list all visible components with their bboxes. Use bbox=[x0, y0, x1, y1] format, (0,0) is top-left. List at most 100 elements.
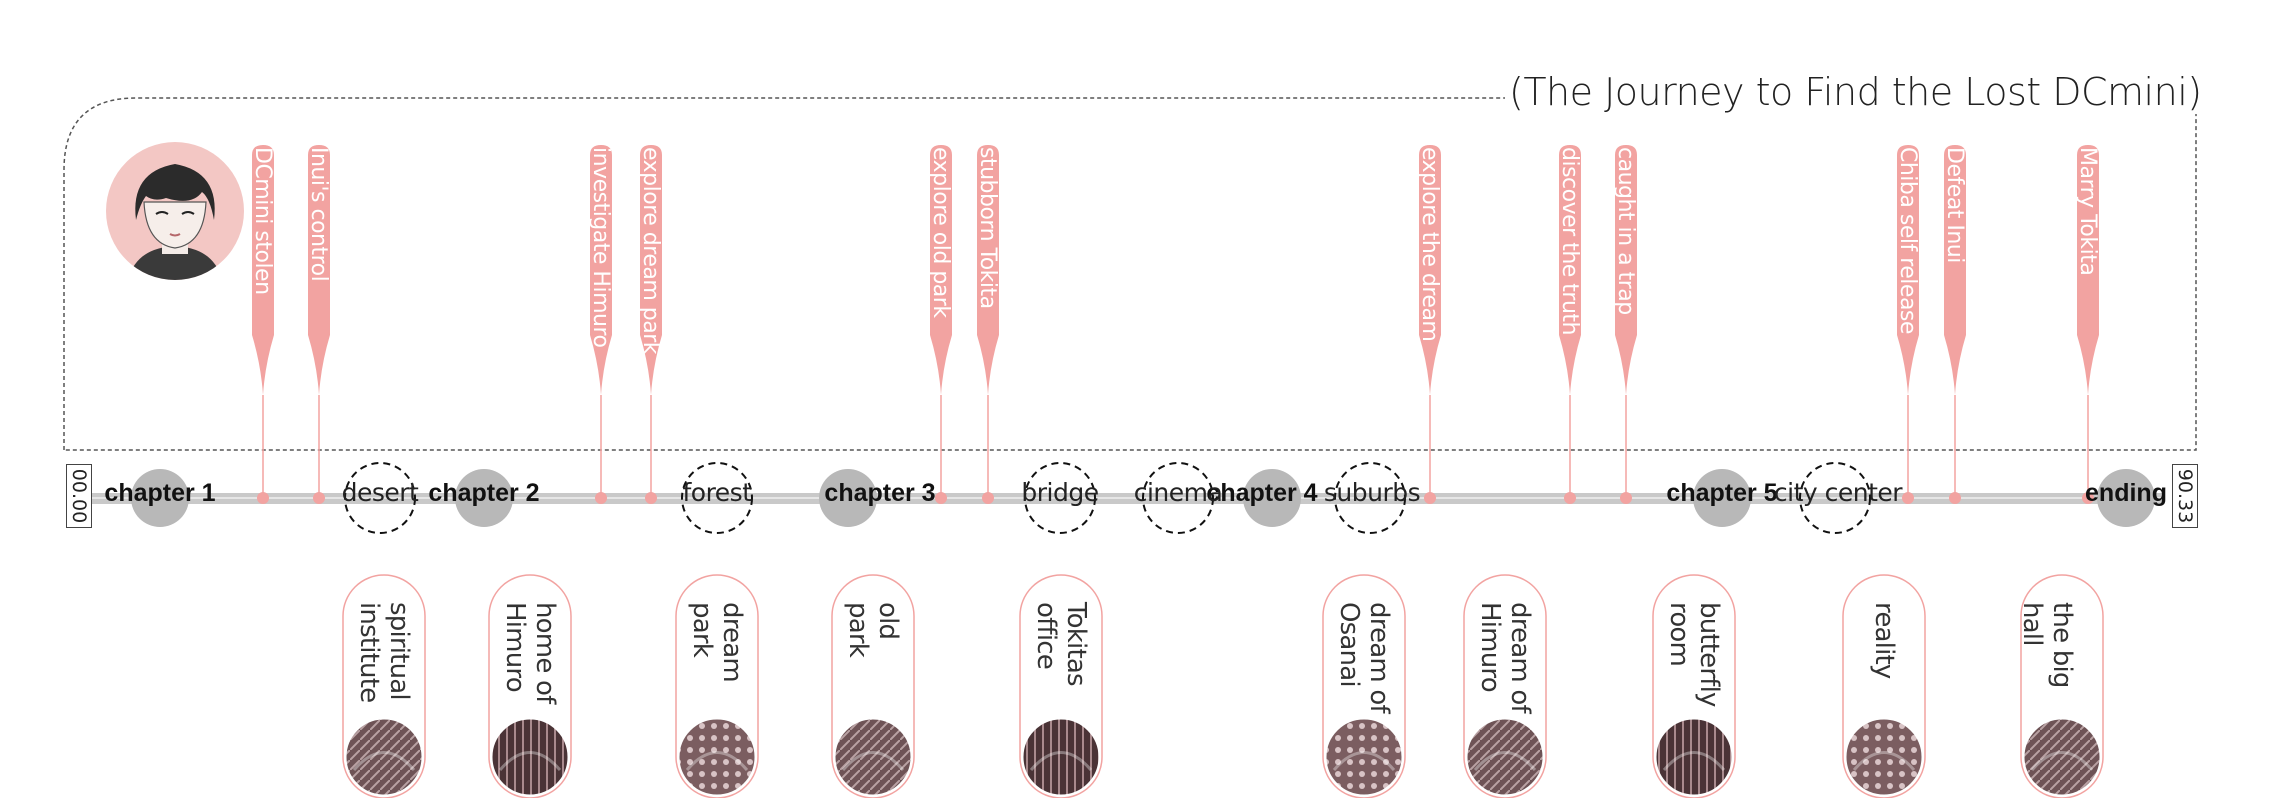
event-pin bbox=[640, 145, 662, 395]
event-label: investigate Himuro bbox=[588, 147, 613, 348]
event-dot bbox=[1949, 492, 1961, 504]
event-label: Defeat Inui bbox=[1942, 147, 1967, 263]
location-marker bbox=[344, 462, 416, 534]
chapter-marker bbox=[1693, 469, 1751, 527]
place-label-line: institute bbox=[354, 602, 384, 703]
story-frame bbox=[63, 97, 2197, 451]
event-label: Chiba self release bbox=[1895, 147, 1920, 334]
event-pin bbox=[2077, 145, 2099, 395]
place-label: spiritual institute bbox=[354, 602, 414, 722]
place-label-line: spiritual bbox=[384, 602, 414, 700]
event-label: explore old park bbox=[928, 147, 953, 318]
old-park-thumbnail bbox=[834, 718, 912, 796]
event-label: DCmini stolen bbox=[250, 147, 275, 295]
timeline-start-label: 00.00 bbox=[66, 464, 92, 528]
place-label-line: dream of bbox=[1364, 602, 1394, 713]
event-label: explore dream park bbox=[638, 147, 663, 354]
location-marker bbox=[1142, 462, 1214, 534]
big-hall-thumbnail bbox=[2023, 718, 2101, 796]
event-pin bbox=[1944, 145, 1966, 395]
place-label-line: room bbox=[1664, 602, 1694, 667]
place-label-line: Osanai bbox=[1334, 602, 1364, 687]
chapter-marker bbox=[455, 469, 513, 527]
event-dot bbox=[313, 492, 325, 504]
event-dot bbox=[257, 492, 269, 504]
event-pin bbox=[252, 145, 274, 395]
butterfly-room-thumbnail bbox=[1655, 718, 1733, 796]
event-label: Marry Tokita bbox=[2075, 147, 2100, 276]
place-label-line: home of bbox=[530, 602, 560, 704]
osanai-dream-thumbnail bbox=[1325, 718, 1403, 796]
place-label-line: reality bbox=[1869, 602, 1899, 679]
place-label: Tokitas office bbox=[1031, 602, 1091, 722]
place-label: dream of Himuro bbox=[1475, 602, 1535, 722]
place-label-line: office bbox=[1031, 602, 1061, 669]
place-label: home of Himuro bbox=[500, 602, 560, 722]
event-pin bbox=[590, 145, 612, 395]
event-pin bbox=[1615, 145, 1637, 395]
event-pin bbox=[977, 145, 999, 395]
place-label-line: butterfly bbox=[1694, 602, 1724, 707]
event-label: caught in a trap bbox=[1613, 147, 1638, 315]
event-dot bbox=[1620, 492, 1632, 504]
location-label: bridge bbox=[1021, 478, 1099, 507]
chapter-label: chapter 3 bbox=[824, 479, 936, 507]
location-marker bbox=[1799, 462, 1871, 534]
reality-thumbnail bbox=[1845, 718, 1923, 796]
chapter-marker bbox=[1243, 469, 1301, 527]
event-pin bbox=[930, 145, 952, 395]
place-label: butterfly room bbox=[1664, 602, 1724, 722]
chapter-label: chapter 5 bbox=[1666, 479, 1778, 507]
diagram-title: (The Journey to Find the Lost DCmini) bbox=[1505, 70, 2206, 114]
protagonist-avatar bbox=[106, 142, 244, 280]
chapter-label: chapter 1 bbox=[104, 479, 216, 507]
place-label: dream of Osanai bbox=[1334, 602, 1394, 722]
event-pin bbox=[1897, 145, 1919, 395]
location-label: cinema bbox=[1133, 478, 1223, 507]
place-label: reality bbox=[1869, 602, 1899, 722]
location-label: suburbs bbox=[1323, 478, 1421, 507]
event-pin bbox=[308, 145, 330, 395]
place-label-line: Himuro bbox=[500, 602, 530, 692]
location-label: city center bbox=[1773, 478, 1903, 507]
event-dot bbox=[645, 492, 657, 504]
location-marker bbox=[681, 462, 753, 534]
himuro-home-thumbnail bbox=[491, 718, 569, 796]
event-dot bbox=[935, 492, 947, 504]
chapter-marker bbox=[131, 469, 189, 527]
event-label: stubborn Tokita bbox=[975, 147, 1000, 309]
place-label-line: Himuro bbox=[1475, 602, 1505, 692]
place-label-line: park bbox=[687, 602, 717, 657]
himuro-dream-thumbnail bbox=[1466, 718, 1544, 796]
place-label-line: Tokitas bbox=[1061, 602, 1091, 686]
place-label-line: dream of bbox=[1505, 602, 1535, 713]
chapter-label: chapter 2 bbox=[428, 479, 540, 507]
location-marker bbox=[1024, 462, 1096, 534]
event-pin bbox=[1419, 145, 1441, 395]
event-pin bbox=[1559, 145, 1581, 395]
location-label: forest bbox=[682, 478, 752, 507]
event-dot bbox=[1564, 492, 1576, 504]
event-dot bbox=[982, 492, 994, 504]
event-dot bbox=[2082, 492, 2094, 504]
event-label: Inui's control bbox=[306, 147, 331, 282]
place-label: the big hall bbox=[2017, 602, 2077, 722]
location-marker bbox=[1334, 462, 1406, 534]
chapter-label: chapter 4 bbox=[1206, 479, 1318, 507]
chapter-marker bbox=[2097, 469, 2155, 527]
event-label: explore the dream bbox=[1417, 147, 1442, 342]
place-label-line: park bbox=[843, 602, 873, 657]
event-dot bbox=[1902, 492, 1914, 504]
location-label: desert bbox=[341, 478, 419, 507]
event-label: discover the truth bbox=[1557, 147, 1582, 335]
dream-park-thumbnail bbox=[678, 718, 756, 796]
place-label: old park bbox=[843, 602, 903, 722]
place-label-line: the big hall bbox=[2017, 602, 2077, 688]
event-dot bbox=[595, 492, 607, 504]
spiritual-institute-thumbnail bbox=[345, 718, 423, 796]
event-dot bbox=[1424, 492, 1436, 504]
tokita-office-thumbnail bbox=[1022, 718, 1100, 796]
place-label-line: dream bbox=[717, 602, 747, 682]
chapter-marker bbox=[819, 469, 877, 527]
